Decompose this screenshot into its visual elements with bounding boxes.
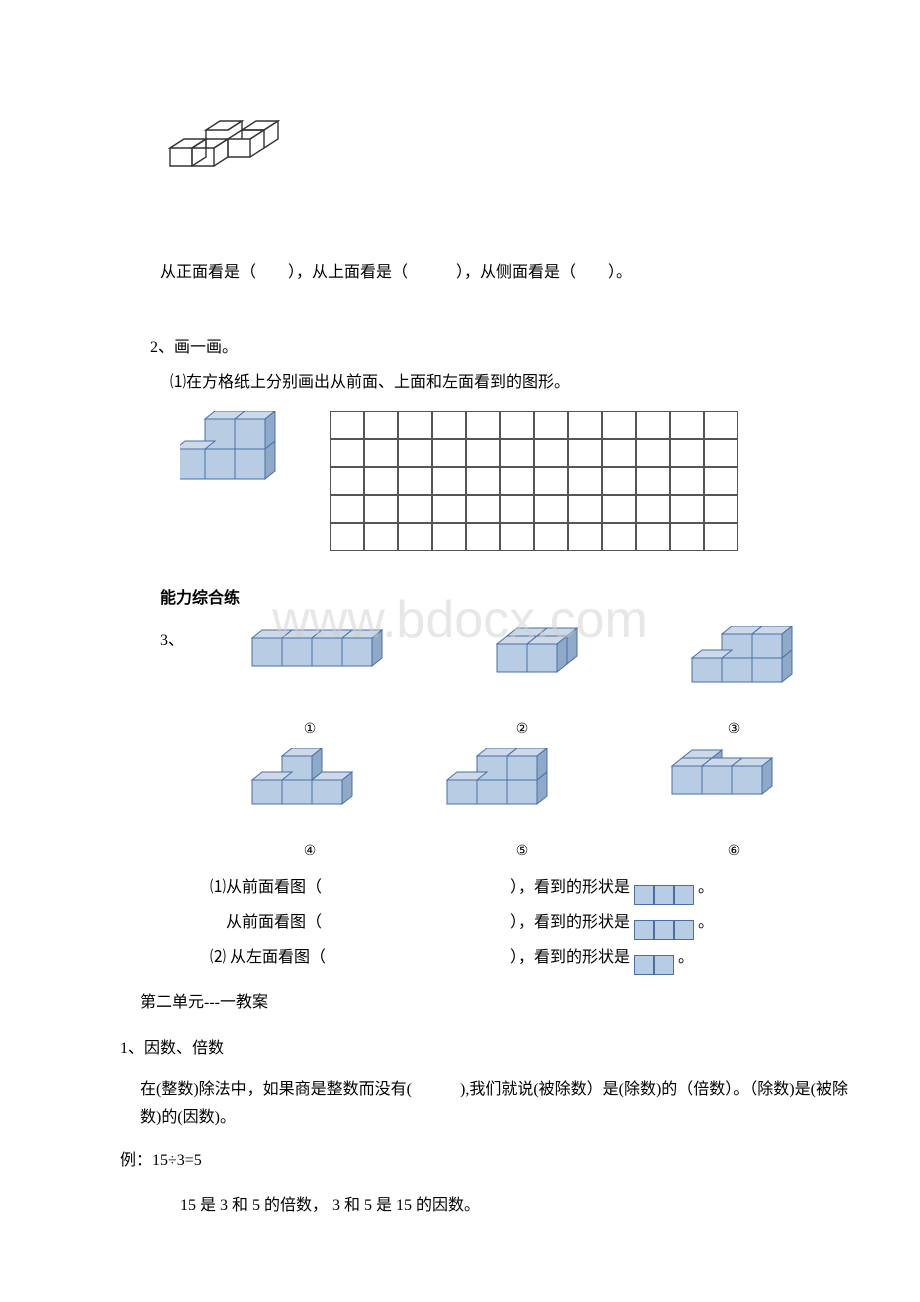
grid-cell	[636, 439, 670, 467]
grid-cell	[466, 523, 500, 551]
grid-cell	[500, 467, 534, 495]
period-2: 。	[698, 905, 714, 940]
grid-cell	[534, 411, 568, 439]
grid-cell	[330, 467, 364, 495]
grid-cell	[432, 439, 466, 467]
q2-title: 2、画一画。	[150, 330, 860, 365]
grid-cell	[364, 495, 398, 523]
grid-cell	[500, 495, 534, 523]
grid-cell	[398, 467, 432, 495]
grid-cell	[398, 411, 432, 439]
q1-cube-figure	[160, 100, 860, 175]
grid-cell	[432, 411, 466, 439]
shape-3sq	[634, 870, 694, 905]
q2-sub1: ⑴在方格纸上分别画出从前面、上面和左面看到的图形。	[170, 365, 860, 400]
circled-4: ④	[304, 843, 317, 860]
fig-6	[657, 748, 797, 803]
period-1: 。	[698, 870, 714, 905]
grid-cell	[670, 523, 704, 551]
grid-cell	[364, 523, 398, 551]
circled-1: ①	[304, 721, 317, 738]
grid-cell	[534, 467, 568, 495]
fig-3	[687, 626, 797, 686]
grid-cell	[466, 495, 500, 523]
grid-cell	[432, 523, 466, 551]
q2-blue-figure	[180, 411, 290, 506]
fig-5	[442, 748, 572, 808]
grid-cell	[568, 523, 602, 551]
grid-cell	[670, 495, 704, 523]
grid-cell	[330, 495, 364, 523]
q3-l3b: ），看到的形状是	[510, 940, 630, 975]
grid-cell	[500, 411, 534, 439]
circled-2: ②	[516, 721, 529, 738]
shape-3sq-b	[634, 905, 694, 940]
q3-l1a: ⑴从前面看图（	[210, 879, 322, 896]
q3-l1b: ），看到的形状是	[510, 870, 630, 905]
grid-cell	[432, 467, 466, 495]
grid-cell	[704, 523, 738, 551]
grid-cell	[432, 495, 466, 523]
grid-cell	[500, 523, 534, 551]
grid-cell	[704, 411, 738, 439]
grid-cell	[602, 439, 636, 467]
unit2-item1: 1、因数、倍数	[120, 1031, 860, 1066]
grid-cell	[568, 495, 602, 523]
grid-cell	[466, 467, 500, 495]
grid-cell	[704, 439, 738, 467]
grid-cell	[330, 439, 364, 467]
unit2-example-label: 例：15÷3=5	[120, 1143, 860, 1178]
grid-cell	[602, 411, 636, 439]
grid-cell	[704, 495, 738, 523]
grid-cell	[500, 439, 534, 467]
shape-2sq	[634, 940, 674, 975]
fig-2	[482, 626, 602, 676]
q3-row2	[204, 748, 840, 813]
q3-l3a: ⑵ 从左面看图（	[210, 949, 326, 966]
grid-cell	[636, 495, 670, 523]
grid-cell	[398, 523, 432, 551]
grid-cell	[636, 467, 670, 495]
q3-row1	[204, 626, 840, 691]
grid-cell	[534, 523, 568, 551]
grid-cell	[364, 439, 398, 467]
grid-cell	[568, 411, 602, 439]
grid-cell	[568, 439, 602, 467]
circled-6: ⑥	[728, 843, 741, 860]
grid-cell	[330, 411, 364, 439]
grid-cell	[636, 411, 670, 439]
grid-cell	[364, 411, 398, 439]
grid-cell	[398, 495, 432, 523]
unit2-example-text: 15 是 3 和 5 的倍数， 3 和 5 是 15 的因数。	[180, 1188, 860, 1223]
unit2-def: 在(整数)除法中，如果商是整数而没有( ),我们就说(被除数）是(除数)的（倍数…	[140, 1076, 860, 1134]
q3-l2a: 从前面看图（	[210, 914, 322, 931]
circled-3: ③	[728, 721, 741, 738]
period-3: 。	[678, 940, 694, 975]
grid-cell	[568, 467, 602, 495]
grid-cell	[364, 467, 398, 495]
q3-label: 3、	[160, 626, 184, 650]
grid-cell	[602, 495, 636, 523]
section3-heading: 能力综合练	[160, 581, 860, 616]
circled-5: ⑤	[516, 843, 529, 860]
fig-1	[247, 626, 397, 671]
grid-cell	[330, 523, 364, 551]
unit2-heading: 第二单元---一教案	[140, 985, 860, 1020]
q3-l2b: ），看到的形状是	[510, 905, 630, 940]
grid-cell	[670, 411, 704, 439]
fig-4	[247, 748, 357, 808]
grid-cell	[636, 523, 670, 551]
grid-cell	[602, 467, 636, 495]
grid-cell	[670, 467, 704, 495]
grid-cell	[466, 439, 500, 467]
grid-cell	[466, 411, 500, 439]
grid-cell	[398, 439, 432, 467]
grid-cell	[534, 439, 568, 467]
grid-cell	[670, 439, 704, 467]
q1-caption: 从正面看是（ ），从上面看是（ ），从侧面看是（ ）。	[160, 255, 860, 290]
grid-cell	[704, 467, 738, 495]
grid-cell	[534, 495, 568, 523]
grid-cell	[602, 523, 636, 551]
drawing-grid	[330, 411, 738, 551]
